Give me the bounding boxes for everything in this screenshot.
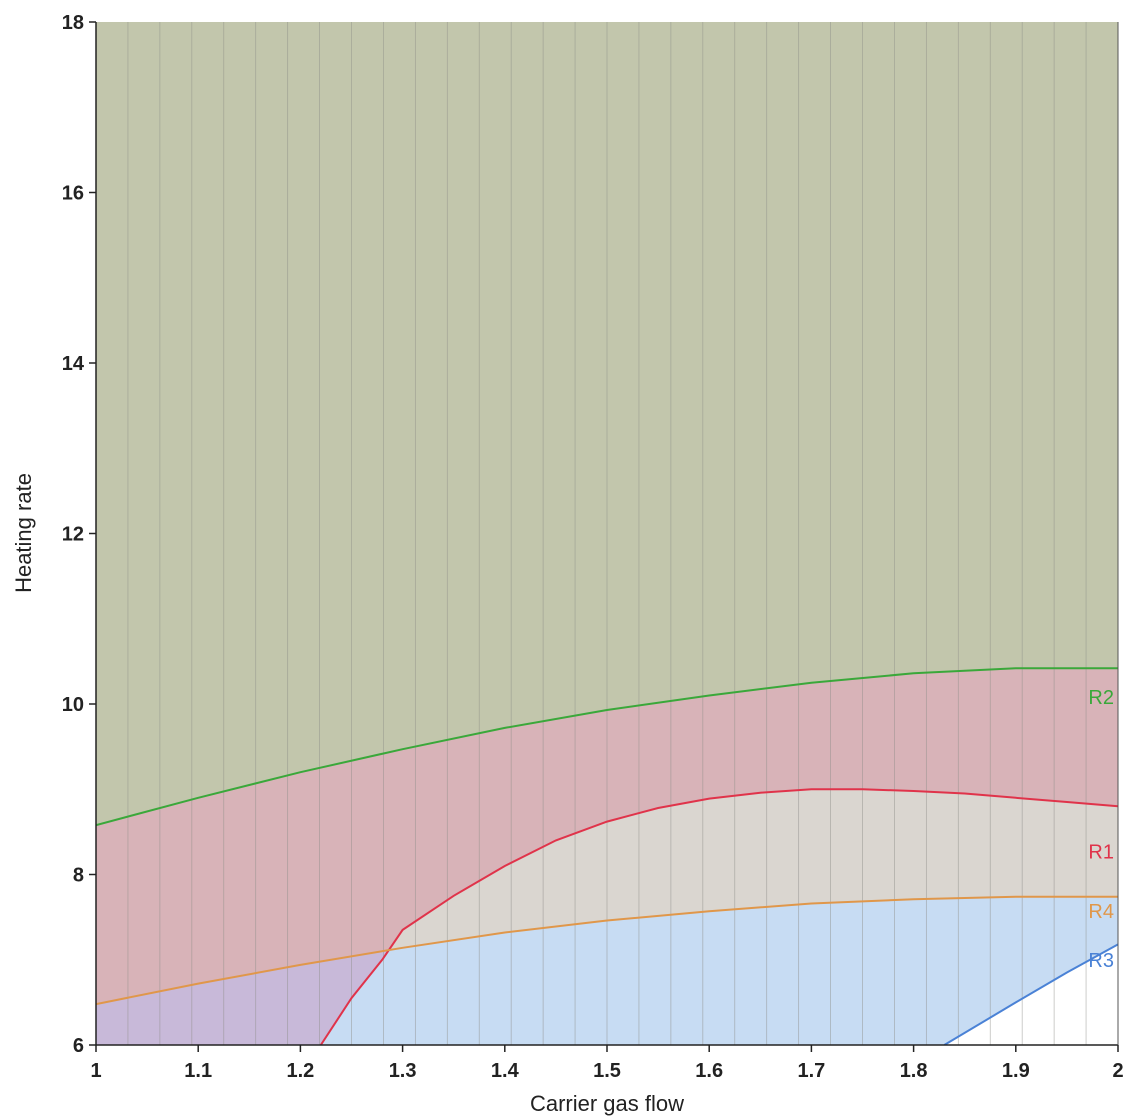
vertical-gridlines: [127, 22, 1087, 1045]
x-tick-label: 1.5: [593, 1060, 621, 1082]
region-labels: R2 R1 R4 R3: [1088, 687, 1114, 972]
y-axis-ticks: 6 8 10 12 14 16 18: [62, 12, 96, 1057]
y-tick-label: 16: [62, 183, 84, 205]
x-tick-label: 1.6: [695, 1060, 723, 1082]
boundary-line-r2: [96, 667, 1118, 827]
x-tick-label: 1: [90, 1060, 101, 1082]
y-axis-label: Heating rate: [11, 473, 36, 593]
x-tick-label: 1.2: [286, 1060, 314, 1082]
boundary-line-r1: [319, 788, 1118, 1045]
x-tick-label: 1.8: [900, 1060, 928, 1082]
region-below-r4-and-r1: [320, 896, 1118, 1045]
x-tick-label: 1.3: [389, 1060, 417, 1082]
x-tick-label: 2: [1112, 1060, 1123, 1082]
x-tick-label: 1.4: [491, 1060, 520, 1082]
y-tick-label: 8: [73, 865, 84, 887]
region-label-r3: R3: [1088, 950, 1114, 972]
y-tick-label: 12: [62, 524, 84, 546]
y-tick-label: 6: [73, 1035, 84, 1057]
boundary-line-r4: [96, 895, 1118, 1006]
x-tick-label: 1.7: [797, 1060, 825, 1082]
y-tick-label: 10: [62, 694, 84, 716]
x-axis-ticks: 1 1.1 1.2 1.3 1.4 1.5 1.6 1.7 1.8 1.9 2: [90, 1045, 1124, 1082]
y-tick-label: 14: [62, 353, 85, 375]
x-tick-label: 1.9: [1002, 1060, 1030, 1082]
region-label-r4: R4: [1088, 901, 1114, 923]
x-tick-label: 1.1: [184, 1060, 212, 1082]
y-tick-label: 18: [62, 12, 84, 34]
boundary-lines: [96, 667, 1118, 1045]
region-label-r1: R1: [1088, 841, 1114, 863]
region-label-r2: R2: [1088, 687, 1114, 709]
x-axis-label: Carrier gas flow: [530, 1091, 684, 1116]
boundary-line-r3: [943, 943, 1118, 1045]
